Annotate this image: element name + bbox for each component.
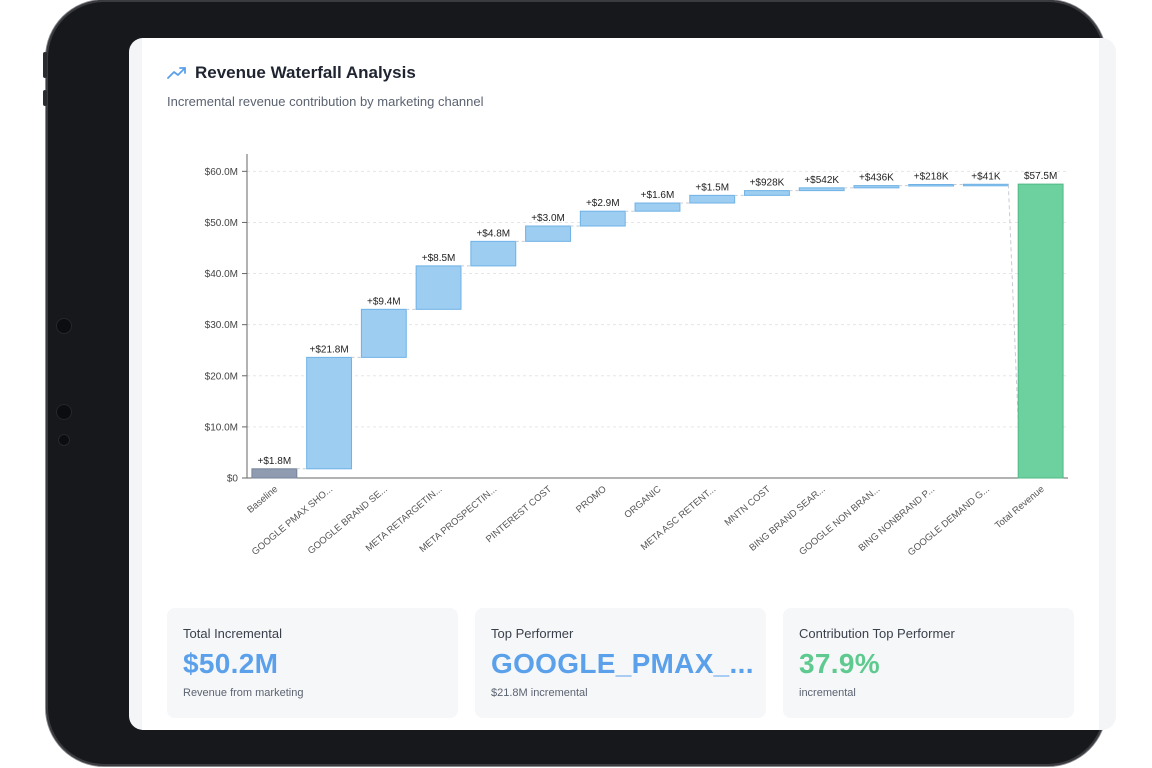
data-label: +$4.8M bbox=[476, 228, 510, 239]
bar-increment bbox=[853, 185, 900, 189]
y-tick-label: $20.0M bbox=[205, 371, 238, 382]
stat-card-top-performer: Top Performer GOOGLE_PMAX_... $21.8M inc… bbox=[475, 608, 766, 718]
y-tick-label: $40.0M bbox=[205, 269, 238, 280]
bar-increment bbox=[798, 187, 845, 192]
bar-increment bbox=[579, 210, 626, 227]
screen: Revenue Waterfall Analysis Incremental r… bbox=[129, 38, 1116, 730]
bar-increment bbox=[908, 183, 955, 187]
stat-note: incremental bbox=[799, 687, 856, 699]
side-button bbox=[43, 52, 47, 78]
stat-label: Top Performer bbox=[491, 626, 574, 641]
data-label: +$1.5M bbox=[695, 182, 729, 193]
x-tick-label: MNTN COST bbox=[723, 484, 773, 529]
data-label: +$41K bbox=[971, 171, 1001, 182]
tablet-frame: Revenue Waterfall Analysis Incremental r… bbox=[43, 0, 1116, 766]
bar-increment bbox=[744, 190, 790, 196]
stat-note: $21.8M incremental bbox=[491, 687, 588, 699]
bar-baseline bbox=[251, 468, 298, 479]
bar-increment bbox=[525, 225, 571, 242]
y-tick-label: $0 bbox=[227, 474, 239, 485]
data-label: +$436K bbox=[859, 173, 894, 184]
bar-increment bbox=[962, 183, 1009, 187]
bar-increment bbox=[634, 202, 681, 212]
stat-value: $50.2M bbox=[183, 648, 279, 679]
sensor-icon bbox=[56, 404, 72, 420]
data-label: +$21.8M bbox=[309, 344, 348, 355]
y-tick-label: $30.0M bbox=[205, 320, 238, 331]
x-tick-label: Baseline bbox=[245, 484, 280, 516]
stat-card-contribution: Contribution Top Performer 37.9% increme… bbox=[783, 608, 1074, 718]
data-label: +$2.9M bbox=[586, 198, 620, 209]
x-tick-label: ORGANIC bbox=[622, 484, 663, 521]
data-label: +$928K bbox=[750, 178, 785, 189]
bar-increment bbox=[470, 240, 517, 267]
bar-increment bbox=[415, 265, 462, 310]
data-label: +$8.5M bbox=[422, 253, 456, 264]
sensor-icon bbox=[58, 434, 70, 446]
waterfall-chart: $0 $10.0M $20.0M $30.0M $40.0M $50.0M $60.0M +$… bbox=[205, 154, 1068, 558]
y-tick-label: $50.0M bbox=[205, 218, 238, 229]
chart-title: Revenue Waterfall Analysis bbox=[195, 63, 416, 82]
bar-increment bbox=[360, 308, 407, 358]
trending-up-icon bbox=[167, 67, 186, 79]
bar-increment bbox=[689, 194, 736, 204]
data-label: +$542K bbox=[804, 175, 839, 186]
y-tick-label: $60.0M bbox=[205, 167, 238, 178]
side-button bbox=[43, 90, 47, 106]
card-header: Revenue Waterfall Analysis bbox=[167, 63, 416, 83]
data-label: +$1.6M bbox=[641, 190, 675, 201]
waterfall-card: Revenue Waterfall Analysis Incremental r… bbox=[142, 38, 1099, 730]
bar-increment bbox=[306, 356, 353, 470]
x-tick-label: PROMO bbox=[574, 484, 609, 515]
data-label: $57.5M bbox=[1024, 171, 1057, 182]
x-tick-label: Total Revenue bbox=[993, 484, 1047, 531]
y-tick-label: $10.0M bbox=[205, 422, 238, 433]
chart-subtitle: Incremental revenue contribution by mark… bbox=[167, 94, 484, 109]
data-label: +$218K bbox=[914, 171, 949, 182]
data-label: +$1.8M bbox=[258, 456, 292, 467]
camera-icon bbox=[56, 318, 72, 334]
stat-value: GOOGLE_PMAX_... bbox=[491, 648, 754, 679]
stat-note: Revenue from marketing bbox=[183, 687, 304, 699]
data-label: +$3.0M bbox=[531, 213, 565, 224]
stat-card-total-incremental: Total Incremental $50.2M Revenue from ma… bbox=[167, 608, 458, 718]
stat-value: 37.9% bbox=[799, 648, 880, 679]
stat-label: Total Incremental bbox=[183, 626, 282, 641]
bar-total bbox=[1017, 183, 1064, 479]
stat-label: Contribution Top Performer bbox=[799, 626, 955, 641]
data-label: +$9.4M bbox=[367, 296, 401, 307]
